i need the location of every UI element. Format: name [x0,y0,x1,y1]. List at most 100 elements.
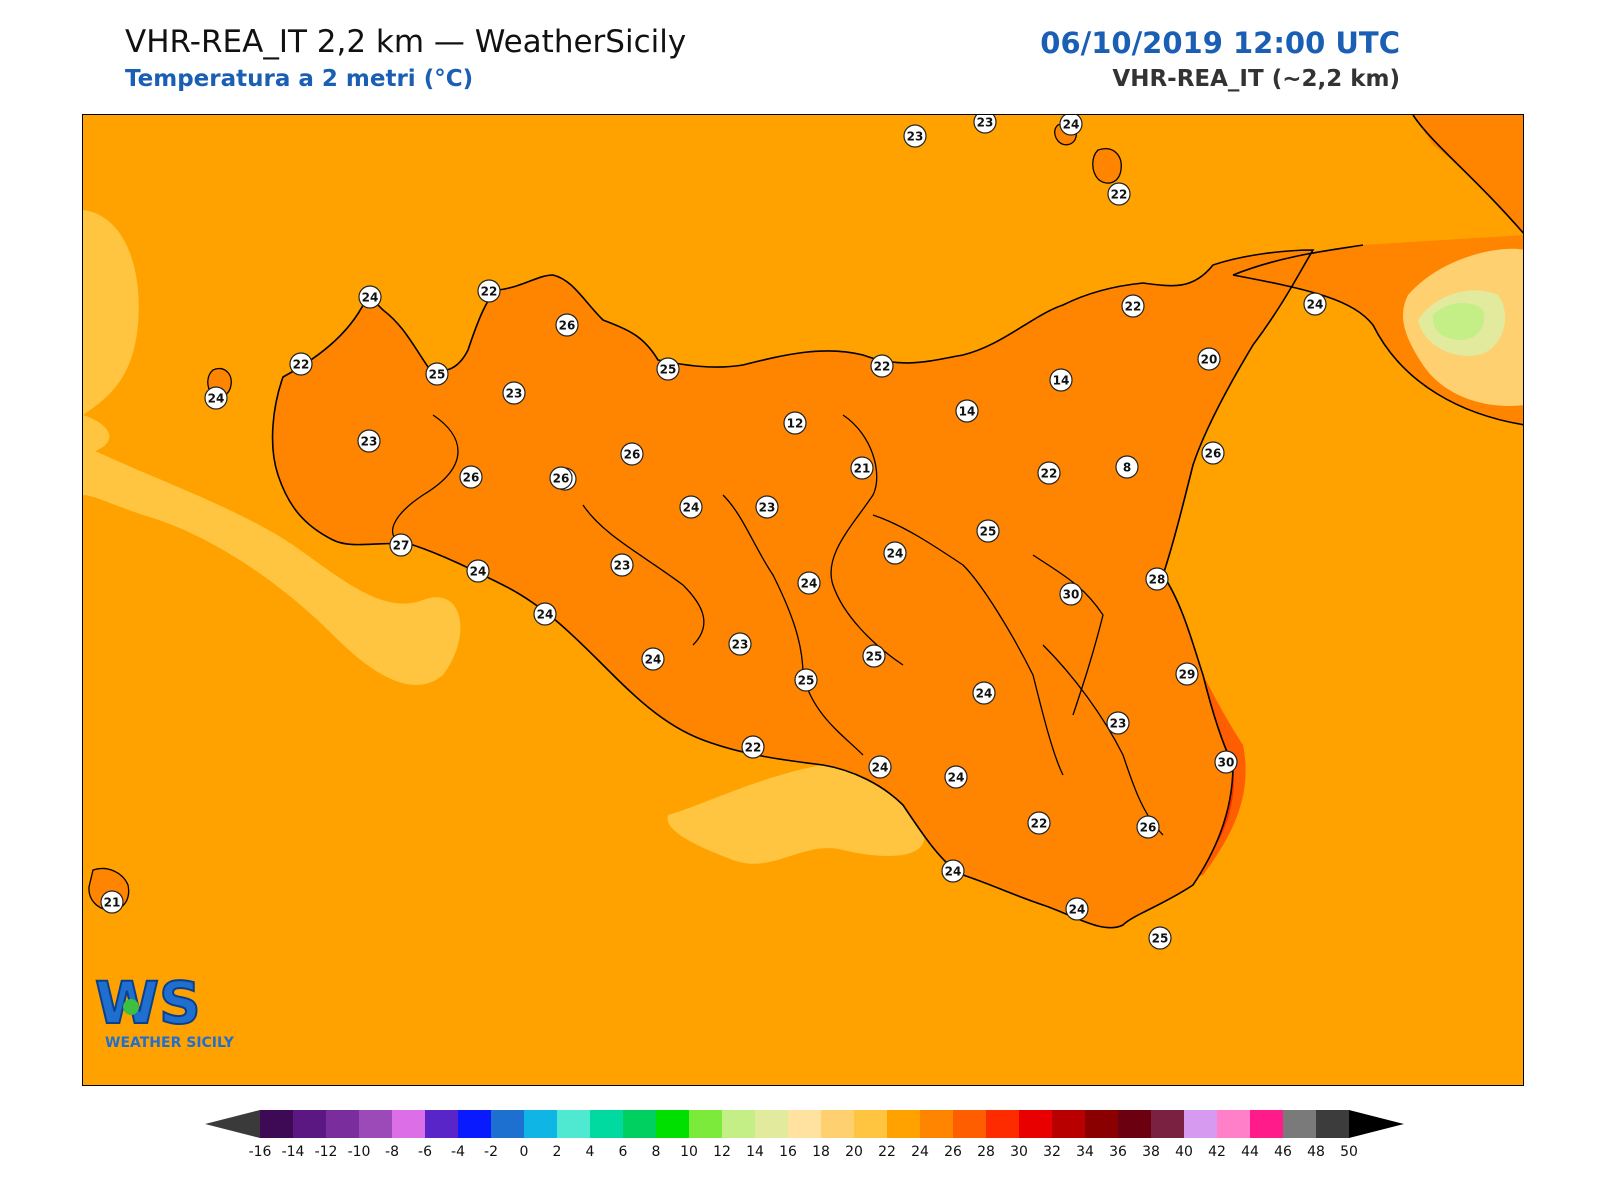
station-value: 22 [1111,188,1128,202]
station-marker: 24 [1065,897,1089,921]
station-marker: 30 [1059,582,1083,606]
station-value: 29 [1179,668,1196,682]
station-value: 8 [1123,461,1131,475]
station-marker: 24 [797,571,821,595]
station-dot [868,755,892,779]
colorbar-segment [359,1110,393,1138]
station-marker: 20 [1197,347,1221,371]
station-value: 22 [874,360,891,374]
station-marker: 24 [466,559,490,583]
station-value: 24 [801,577,818,591]
station-value: 12 [787,417,804,431]
colorbar-tick-label: 42 [1208,1144,1226,1160]
colorbar-tick-label: 26 [944,1144,962,1160]
station-marker: 22 [1107,182,1131,206]
colorbar-tick-label: -8 [385,1144,399,1160]
colorbar-svg: -16 -14 -12 -10 -8 -6 -4 -2 0 2 4 6 8 10 12 14 16 18 20 22 2… [205,1110,1404,1160]
colorbar-under-arrow [205,1110,260,1138]
station-dot [459,465,483,489]
station-value: 23 [907,130,924,144]
station-dot [862,644,886,668]
station-marker: 26 [549,466,573,490]
station-dot [870,354,894,378]
logo-text: WEATHER SICILY [105,1035,235,1051]
map-subtitle: Temperatura a 2 metri (°C) [125,66,474,92]
station-marker: 21 [850,456,874,480]
station-value: 23 [614,559,631,573]
station-dot [850,456,874,480]
station-marker: 24 [358,285,382,309]
colorbar-segment [1118,1110,1152,1138]
station-dot [641,647,665,671]
station-dot [204,386,228,410]
station-dot [1121,294,1145,318]
station-value: 24 [945,865,962,879]
station-dot [1197,347,1221,371]
station-dot [679,495,703,519]
colorbar-segment [1052,1110,1086,1138]
station-dot [1065,897,1089,921]
station-marker: 24 [1303,292,1327,316]
colorbar-segment [1250,1110,1284,1138]
station-dot [1115,455,1139,479]
colorbar-segment [1217,1110,1251,1138]
station-value: 24 [362,291,379,305]
station-marker: 25 [1148,926,1172,950]
station-value: 14 [959,405,976,419]
colorbar-tick-label: -6 [418,1144,432,1160]
model-label: VHR-REA_IT (~2,2 km) [1112,66,1400,92]
colorbar-segment [854,1110,888,1138]
station-marker: 24 [1059,115,1083,136]
station-value: 26 [559,319,576,333]
colorbar-segment [755,1110,789,1138]
station-dot [425,362,449,386]
station-marker: 25 [976,519,1000,543]
colorbar-segment [491,1110,525,1138]
station-value: 26 [1140,821,1157,835]
colorbar-segment [1184,1110,1218,1138]
colorbar-segment [623,1110,657,1138]
colorbar-segment [920,1110,954,1138]
station-value: 24 [645,653,662,667]
station-marker: 25 [425,362,449,386]
station-marker: 23 [755,495,779,519]
colorbar-tick-label: 16 [779,1144,797,1160]
station-dot [549,466,573,490]
colorbar-tick-label: 44 [1241,1144,1259,1160]
colorbar-tick-label: 34 [1076,1144,1094,1160]
station-value: 24 [470,565,487,579]
colorbar-segment [656,1110,690,1138]
station-marker: 24 [679,495,703,519]
station-value: 23 [732,638,749,652]
station-marker: 26 [555,313,579,337]
colorbar-tick-label: 30 [1010,1144,1028,1160]
station-marker: 25 [794,668,818,692]
station-value: 24 [872,761,889,775]
station-value: 25 [660,363,677,377]
colorbar-segment [557,1110,591,1138]
station-value: 23 [977,116,994,130]
station-layer: 23 23 24 22 24 22 26 26 24 22 24 22 25 23 25 22 20 14 12 14… [100,115,1327,950]
station-dot [466,559,490,583]
colorbar-segment [986,1110,1020,1138]
station-dot [656,357,680,381]
colorbar-segment [953,1110,987,1138]
station-dot [728,632,752,656]
colorbar-tick-label: 28 [977,1144,995,1160]
station-dot [1059,582,1083,606]
colorbar-tick-label: 8 [652,1144,661,1160]
colorbar: -16 -14 -12 -10 -8 -6 -4 -2 0 2 4 6 8 10 12 14 16 18 20 22 2… [205,1108,1405,1168]
station-dot [357,429,381,453]
colorbar-tick-label: 36 [1109,1144,1127,1160]
station-dot [502,381,526,405]
station-marker: 12 [783,411,807,435]
station-marker: 23 [728,632,752,656]
station-value: 24 [537,608,554,622]
calabria-coastline [1232,115,1523,426]
station-marker: 24 [883,541,907,565]
map-canvas: 23 23 24 22 24 22 26 26 24 22 24 22 25 23 25 22 20 14 12 14… [83,115,1523,1085]
island-eolie [1092,148,1122,184]
map-title: VHR-REA_IT 2,2 km — WeatherSicily [125,24,687,60]
station-dot [903,124,927,148]
station-dot [477,279,501,303]
